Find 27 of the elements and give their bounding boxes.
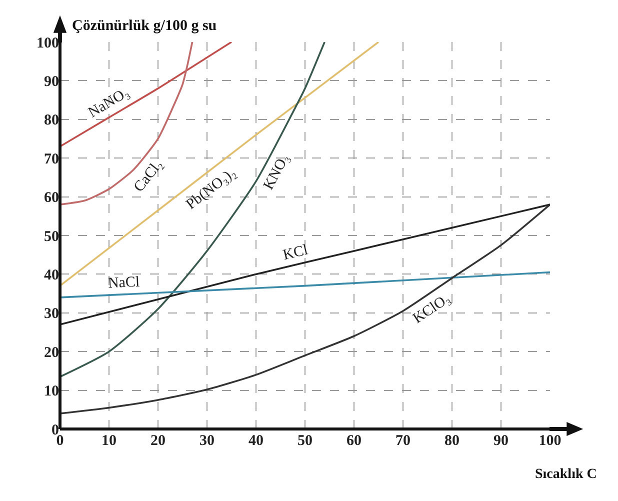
y-tick-label: 100 — [36, 35, 59, 52]
series-label: NaCl — [108, 274, 140, 292]
x-tick-label: 60 — [346, 433, 362, 449]
line-series — [60, 42, 232, 148]
y-tick-label: 90 — [44, 74, 59, 90]
y-tick-label: 50 — [44, 228, 59, 245]
x-tick-label: 30 — [200, 433, 214, 449]
y-axis-title: Çözünürlük g/100 g su — [72, 18, 217, 34]
y-tick-label: 60 — [44, 190, 59, 206]
x-tick-label: 100 — [538, 433, 562, 449]
x-tick-label: 90 — [494, 433, 508, 449]
x-tick-label: 40 — [248, 433, 264, 449]
y-tick-label: 80 — [44, 112, 59, 129]
y-tick-label: 10 — [44, 384, 59, 400]
y-tick-label: 30 — [44, 306, 59, 322]
x-tick-label: 10 — [102, 433, 116, 449]
x-tick-label: 50 — [298, 433, 312, 449]
x-tick-label: 20 — [150, 433, 166, 449]
y-tick-label: 70 — [44, 151, 59, 168]
x-axis-title: Sıcaklık C — [535, 467, 597, 482]
text: KCl — [282, 242, 310, 264]
line-series — [60, 42, 326, 378]
x-tick-label: 70 — [396, 433, 410, 449]
line-series — [60, 42, 380, 287]
y-tick-label: 40 — [44, 267, 59, 284]
y-tick-label: 20 — [44, 344, 59, 361]
x-tick-label: 80 — [444, 433, 460, 449]
